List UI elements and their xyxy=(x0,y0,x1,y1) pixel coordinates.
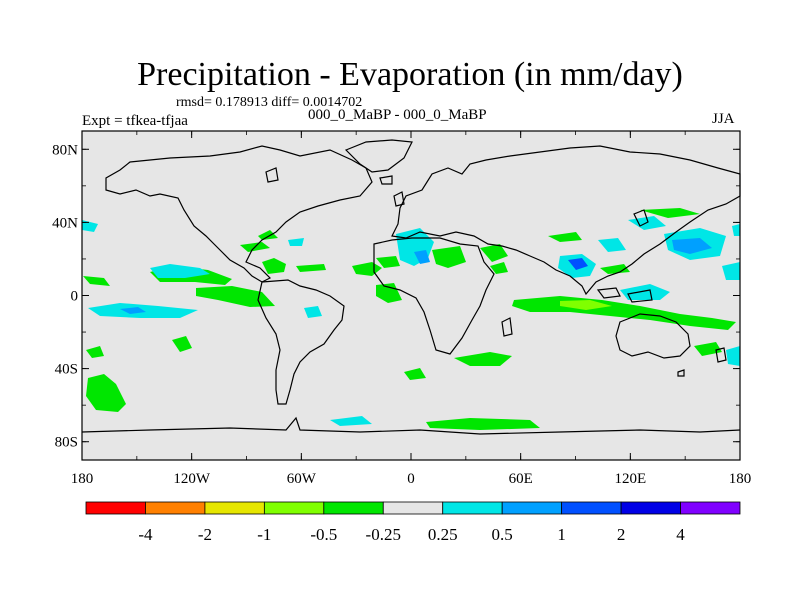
anomaly-patch xyxy=(330,416,372,426)
anomaly-patch xyxy=(83,276,110,286)
coastline xyxy=(677,369,685,377)
colorbar-box xyxy=(382,501,444,515)
antarctica-coastline xyxy=(81,416,741,435)
colorbar-label: -0.5 xyxy=(310,525,337,544)
colorbar-label: 1 xyxy=(557,525,566,544)
colorbar-label: 0.25 xyxy=(428,525,458,544)
anomaly-patch xyxy=(732,224,740,236)
lat-tick-label: 40S xyxy=(55,362,78,378)
anomaly-patch xyxy=(672,238,712,254)
colorbar-box xyxy=(501,501,563,515)
lon-tick-label: 180 xyxy=(71,471,94,487)
colorbar-box xyxy=(561,501,622,515)
figure-title: Precipitation - Evaporation (in mm/day) xyxy=(137,56,683,93)
lon-tick-label: 120E xyxy=(614,471,646,487)
colorbar-box xyxy=(620,501,681,515)
anomaly-patch xyxy=(262,258,286,274)
anomaly-patch xyxy=(480,244,508,262)
colorbar-label: -1 xyxy=(257,525,271,544)
coastline xyxy=(633,209,649,227)
anomaly-patch xyxy=(620,284,670,300)
colorbar-box xyxy=(145,501,206,515)
coastline xyxy=(596,287,621,299)
colorbar-label: 0.5 xyxy=(492,525,513,544)
anomaly-patch xyxy=(86,346,104,358)
colorbar-box xyxy=(680,501,741,515)
colorbar-box xyxy=(442,501,503,515)
lat-tick-label: 80S xyxy=(55,435,78,451)
colorbar-label: 4 xyxy=(676,525,685,544)
anomaly-patch xyxy=(726,346,740,366)
coastline xyxy=(379,175,393,185)
coastline xyxy=(393,191,405,207)
anomaly-patch xyxy=(454,352,512,366)
lon-tick-label: 60E xyxy=(509,471,533,487)
colorbar-box xyxy=(263,501,325,515)
anomaly-patch xyxy=(568,258,588,270)
coastline xyxy=(105,145,373,283)
coastline xyxy=(615,313,691,359)
experiment-label: Expt = tfkea-tfjaa xyxy=(82,113,188,129)
colorbar-box xyxy=(85,501,146,515)
colorbar-box xyxy=(323,501,384,515)
anomaly-patch xyxy=(426,418,540,430)
anomaly-patch xyxy=(376,283,402,303)
lat-tick-label: 40N xyxy=(52,215,78,231)
coastline xyxy=(257,279,345,405)
coastline xyxy=(715,347,727,363)
anomaly-patch xyxy=(150,264,210,278)
anomaly-patch xyxy=(120,307,146,314)
colorbar-label: -2 xyxy=(198,525,212,544)
anomaly-patch xyxy=(86,374,126,412)
anomaly-patch xyxy=(296,264,326,272)
colorbar-label: 2 xyxy=(617,525,626,544)
lat-tick-label: 80N xyxy=(52,142,78,158)
anomaly-patch xyxy=(258,230,278,240)
anomaly-patch xyxy=(694,342,722,356)
anomaly-patch xyxy=(172,336,192,352)
coastline xyxy=(627,289,653,303)
colorbar-box xyxy=(204,501,265,515)
lon-tick-label: 120W xyxy=(173,471,211,487)
coastline xyxy=(344,139,413,173)
coastline xyxy=(373,237,495,355)
experiment-subtitle: 000_0_MaBP - 000_0_MaBP xyxy=(308,107,487,123)
anomaly-patch xyxy=(376,256,400,268)
anomaly-patch xyxy=(432,246,466,268)
season-label: JJA xyxy=(712,111,735,127)
colorbar-label: -4 xyxy=(138,525,153,544)
colorbar-label: -0.25 xyxy=(366,525,401,544)
lon-tick-label: 180 xyxy=(729,471,752,487)
coastline xyxy=(265,167,279,183)
anomaly-patch xyxy=(598,238,626,252)
lat-tick-label: 0 xyxy=(71,289,79,305)
lon-tick-label: 60W xyxy=(287,471,317,487)
anomaly-patch xyxy=(722,262,740,280)
anomaly-patch xyxy=(82,220,98,232)
anomaly-patch xyxy=(414,250,430,264)
anomaly-patch xyxy=(548,232,582,242)
anomaly-patch xyxy=(600,264,630,274)
anomaly-patch xyxy=(304,306,322,318)
lon-tick-label: 0 xyxy=(407,471,415,487)
anomaly-patch xyxy=(490,262,508,274)
anomaly-patch xyxy=(196,286,275,307)
anomaly-patch xyxy=(560,300,612,310)
anomaly-patch xyxy=(288,238,304,246)
coastline xyxy=(391,145,741,296)
rmsd-diff-stats: rmsd= 0.178913 diff= 0.0014702 xyxy=(176,95,363,110)
anomaly-patch xyxy=(404,368,426,380)
anomaly-patch xyxy=(640,208,700,218)
coastline xyxy=(501,317,513,337)
